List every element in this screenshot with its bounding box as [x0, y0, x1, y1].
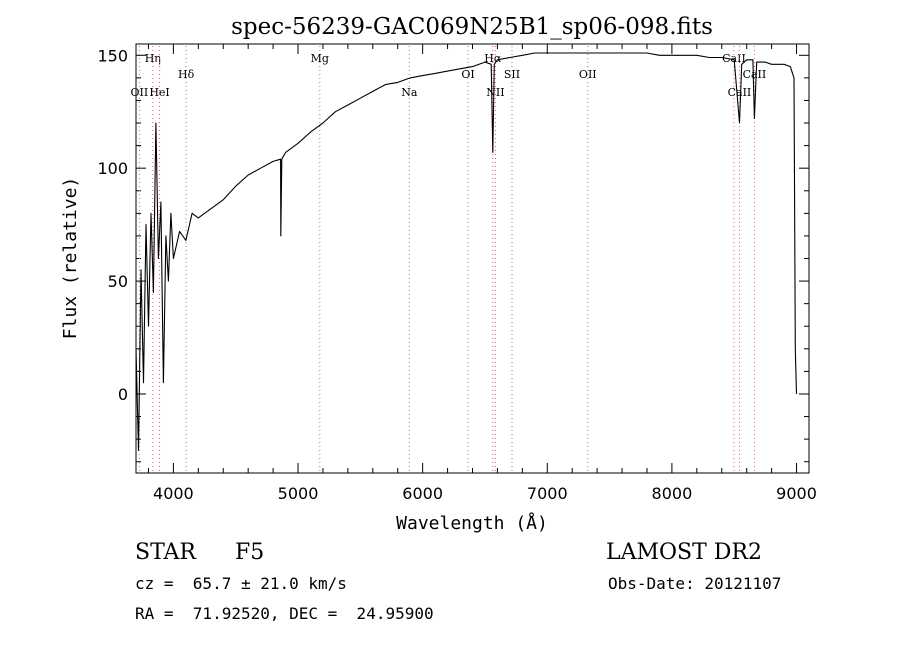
series-group [135, 52, 798, 451]
spectral-line-label: CaII [743, 68, 767, 81]
plot-frame [135, 43, 810, 474]
y-tick-label: 100 [97, 159, 128, 178]
x-tick-label: 6000 [402, 484, 443, 503]
x-tick-label: 4000 [153, 484, 194, 503]
spectral-line-label: NII [486, 86, 504, 99]
spectrum-line [135, 52, 798, 451]
spectral-line-label: Hη [145, 52, 161, 65]
coordinates: RA = 71.92520, DEC = 24.95900 [135, 604, 434, 623]
y-tick-label: 50 [108, 272, 128, 291]
spectral-line-label: CaII [728, 86, 752, 99]
x-tick-label: 5000 [278, 484, 319, 503]
axis-ticks: 4000 5000 6000 7000 8000 9000 0 50 100 150 [97, 44, 817, 503]
spectral-line-label: Mg [311, 52, 329, 65]
spectral-line-label: Hα [484, 52, 502, 65]
x-axis-label: Wavelength (Å) [396, 512, 548, 534]
x-tick-label: 8000 [652, 484, 693, 503]
chart-title: spec-56239-GAC069N25B1_sp06-098.fits [231, 14, 713, 40]
spectral-line-label: OII [579, 68, 597, 81]
y-tick-label: 0 [118, 385, 128, 404]
spectral-line-label: OI [461, 68, 474, 81]
y-tick-label: 150 [97, 46, 128, 65]
x-tick-label: 7000 [527, 484, 568, 503]
obs-date: Obs-Date: 20121107 [608, 574, 782, 593]
y-axis-label: Flux (relative) [60, 177, 81, 340]
spectral-line-label: HeI [149, 86, 169, 99]
spectral-line-label: CaII [722, 52, 746, 65]
survey-name: LAMOST DR2 [606, 540, 762, 565]
object-class: STAR [135, 540, 196, 565]
spectral-line-label: Na [401, 86, 418, 99]
x-tick-label: 9000 [776, 484, 817, 503]
redshift-text: cz = 65.7 ± 21.0 km/s [135, 574, 347, 593]
object-subclass: F5 [235, 540, 265, 565]
spectral-line-label: Hδ [178, 68, 195, 81]
spectral-line-label: SII [504, 68, 520, 81]
spectral-line-label: OII [131, 86, 149, 99]
